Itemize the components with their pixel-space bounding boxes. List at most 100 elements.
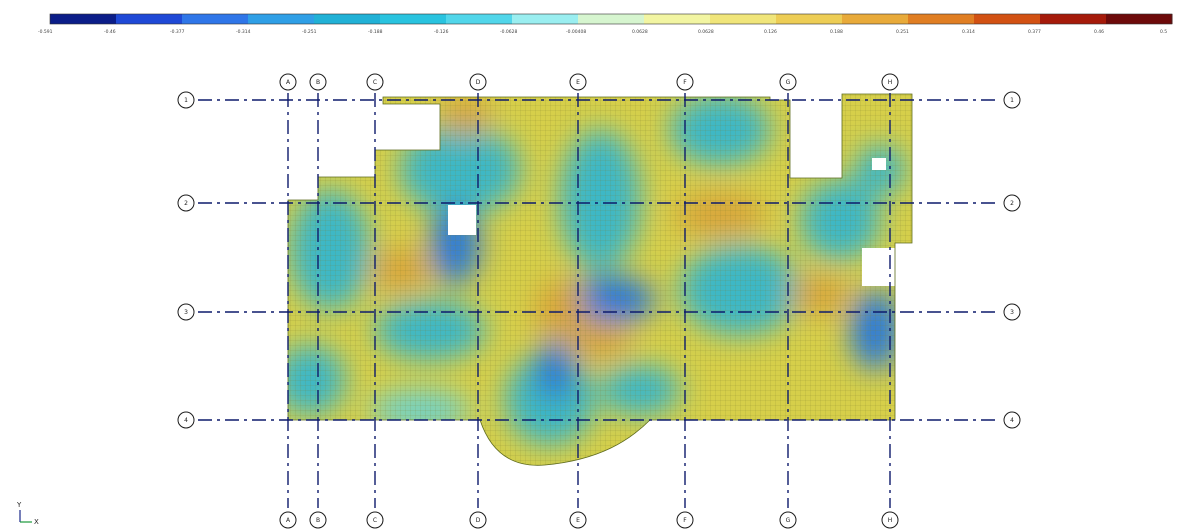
grid-bubble-label: 3: [1010, 309, 1014, 316]
legend-value: 0.0628: [698, 29, 714, 35]
grid-bubble-circle: [569, 511, 587, 529]
grid-bubble-circle: [1003, 194, 1021, 212]
grid-bubble-bottom: A: [279, 511, 297, 529]
legend-value: -0.377: [170, 29, 185, 35]
legend-frame: [49, 13, 1173, 25]
color-legend: -0.591 -0.46 -0.377 -0.314 -0.251 -0.188 -0.12…: [38, 13, 1173, 35]
grid-bubble-right: 2: [1003, 194, 1021, 212]
grid-bubble-label: D: [476, 517, 481, 524]
grid-bubble-circle: [676, 73, 694, 91]
legend-value: 0.377: [1028, 29, 1041, 35]
grid-bubble-circle: [366, 73, 384, 91]
grid-bubble-circle: [309, 73, 327, 91]
grid-bubble-circle: [177, 194, 195, 212]
legend-swatch: [710, 14, 777, 24]
grid-bubble-bottom: E: [569, 511, 587, 529]
grid-bubble-circle: [469, 73, 487, 91]
grid-bubble-circle: [676, 511, 694, 529]
grid-bubble-left: 4: [177, 411, 195, 429]
legend-value: -0.00408: [566, 29, 586, 35]
grid-bubble-label: D: [476, 79, 481, 86]
grid-bubble-right: 1: [1003, 91, 1021, 109]
grid-bubble-top: G: [779, 73, 797, 91]
grid-bubble-label: B: [316, 79, 320, 86]
legend-swatch: [50, 14, 117, 24]
legend-value: 0.0628: [632, 29, 648, 35]
grid-bubble-circle: [279, 73, 297, 91]
legend-swatch: [974, 14, 1041, 24]
legend-value: -0.0628: [500, 29, 518, 35]
axis-y-label: Y: [16, 501, 22, 509]
legend-swatch: [116, 14, 183, 24]
legend-swatch: [314, 14, 381, 24]
grid-bubble-circle: [779, 511, 797, 529]
grid-bubble-bottom: G: [779, 511, 797, 529]
grid-bubble-label: H: [888, 517, 893, 524]
grid-bubble-circle: [279, 511, 297, 529]
grid-bubble-right: 4: [1003, 411, 1021, 429]
grid-bubbles: A A B B C C D D E E F F G G H H 1 1 2 2 3 3 4 4: [177, 73, 1021, 529]
grid-bubble-top: D: [469, 73, 487, 91]
grid-bubble-label: E: [576, 79, 580, 86]
legend-value: 0.126: [764, 29, 777, 35]
grid-bubble-label: 4: [184, 417, 188, 424]
grid-bubble-circle: [366, 511, 384, 529]
axis-triad: Y X: [16, 501, 39, 526]
grid-bubble-circle: [1003, 303, 1021, 321]
grid-bubble-label: C: [373, 517, 377, 524]
legend-swatch: [842, 14, 909, 24]
legend-value: 0.5: [1160, 29, 1167, 35]
legend-value: -0.591: [38, 29, 53, 35]
legend-value: 0.251: [896, 29, 909, 35]
grid-bubble-circle: [1003, 91, 1021, 109]
grid-bubble-left: 1: [177, 91, 195, 109]
grid-bubble-label: 4: [1010, 417, 1014, 424]
grid-bubble-circle: [881, 511, 899, 529]
grid-bubble-circle: [309, 511, 327, 529]
legend-swatch: [1106, 14, 1173, 24]
legend-swatch: [182, 14, 249, 24]
legend-swatches: [49, 13, 1173, 25]
legend-swatch: [380, 14, 447, 24]
grid-bubble-left: 3: [177, 303, 195, 321]
legend-value: 0.46: [1094, 29, 1104, 35]
grid-bubble-top: B: [309, 73, 327, 91]
slab-opening: [872, 158, 886, 170]
grid-bubble-bottom: C: [366, 511, 384, 529]
grid-bubble-circle: [177, 91, 195, 109]
legend-value: -0.126: [434, 29, 449, 35]
legend-value: -0.314: [236, 29, 251, 35]
grid-bubble-right: 3: [1003, 303, 1021, 321]
legend-value: 0.314: [962, 29, 975, 35]
grid-lines: [198, 93, 1000, 508]
grid-bubble-label: H: [888, 79, 893, 86]
slab-contour: [288, 94, 912, 466]
grid-bubble-top: A: [279, 73, 297, 91]
grid-bubble-label: G: [786, 79, 791, 86]
grid-bubble-circle: [779, 73, 797, 91]
grid-bubble-label: C: [373, 79, 377, 86]
grid-bubble-left: 2: [177, 194, 195, 212]
legend-value: -0.46: [104, 29, 116, 35]
grid-bubble-label: 1: [184, 97, 188, 104]
grid-bubble-circle: [177, 303, 195, 321]
grid-bubble-bottom: D: [469, 511, 487, 529]
grid-bubble-circle: [881, 73, 899, 91]
grid-bubble-top: F: [676, 73, 694, 91]
grid-bubble-label: 2: [184, 200, 188, 207]
grid-bubble-top: C: [366, 73, 384, 91]
legend-swatch: [248, 14, 315, 24]
grid-bubble-label: F: [683, 517, 687, 524]
grid-bubble-label: A: [286, 517, 291, 524]
legend-value: 0.188: [830, 29, 843, 35]
grid-bubble-bottom: H: [881, 511, 899, 529]
grid-bubble-label: B: [316, 517, 320, 524]
legend-swatch: [644, 14, 711, 24]
slab-opening: [862, 248, 896, 286]
grid-bubble-label: 3: [184, 309, 188, 316]
grid-bubble-circle: [469, 511, 487, 529]
axis-x-label: X: [34, 518, 39, 526]
grid-bubble-circle: [569, 73, 587, 91]
grid-bubble-bottom: B: [309, 511, 327, 529]
grid-bubble-label: 1: [1010, 97, 1014, 104]
